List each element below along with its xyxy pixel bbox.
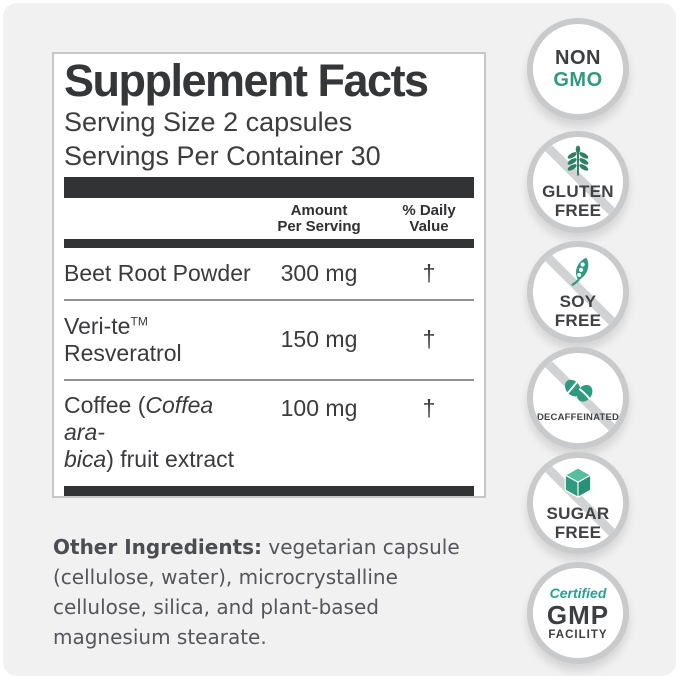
ingredient-amount: 300 mg [280,259,358,286]
sugar-cube-icon [564,467,592,499]
ingredient-daily-value: † [422,394,436,421]
badge-text: SUGAR [546,504,610,523]
badge-text: GMO [553,69,603,91]
ingredient-name: Beet Root Powder [64,259,251,286]
badge-text: FREE [554,311,602,330]
coffee-beans-icon [564,379,593,402]
divider-bar-bottom [64,485,474,496]
table-row-coffee: Coffee (Coffea ara-bica) fruit extract 1… [64,381,474,482]
other-ingredients: Other Ingredients: vegetarian capsule (ce… [53,535,460,649]
other-ingredients-label: Other Ingredients: [53,535,263,559]
badge-non-gmo: NON GMO [527,18,629,120]
ingredient-name: Veri-teTM Resveratrol [64,312,182,366]
badge-gluten-free: GLUTEN FREE [527,131,629,233]
divider-bar-header [64,238,474,248]
badge-text: Certified [549,584,607,601]
panel-title: Supplement Facts [64,55,429,106]
table-header: Amount Per Serving % Daily Value [64,198,474,239]
badge-text: GLUTEN [542,182,614,201]
badge-text: FREE [554,201,602,220]
ingredient-daily-value: † [422,326,436,353]
badge-sugar-free: SUGAR FREE [527,452,629,554]
column-header-amount: Amount Per Serving [277,201,361,235]
badge-text: DECAFFEINATED [536,411,620,423]
serving-size: Serving Size 2 capsules [64,106,353,137]
badge-text: NON [555,47,601,69]
badge-text: FREE [554,523,602,542]
table-row-beet-root: Beet Root Powder 300 mg † [64,248,474,301]
badge-decaffeinated: DECAFFEINATED [527,347,629,449]
ingredient-amount: 150 mg [280,326,358,353]
supplement-facts-panel: Supplement Facts Serving Size 2 capsules… [52,52,486,498]
badge-text: FACILITY [548,628,608,641]
wheat-icon [567,145,589,176]
badge-gmp-certified: Certified GMP FACILITY [527,562,629,664]
ingredient-daily-value: † [422,259,436,286]
badge-text: GMP [546,599,610,630]
ingredient-amount: 100 mg [280,394,358,421]
divider-bar-top [64,176,474,198]
table-row-resveratrol: Veri-teTM Resveratrol 150 mg † [64,301,474,381]
column-header-daily-value: % Daily Value [402,201,456,235]
servings-per-container: Servings Per Container 30 [64,140,381,171]
badge-text: SOY [559,292,597,311]
trademark-symbol: TM [130,314,148,329]
badge-soy-free: SOY FREE [527,241,629,343]
ingredient-name: Coffee (Coffea ara-bica) fruit extract [64,391,235,472]
soy-pod-icon [571,257,589,286]
